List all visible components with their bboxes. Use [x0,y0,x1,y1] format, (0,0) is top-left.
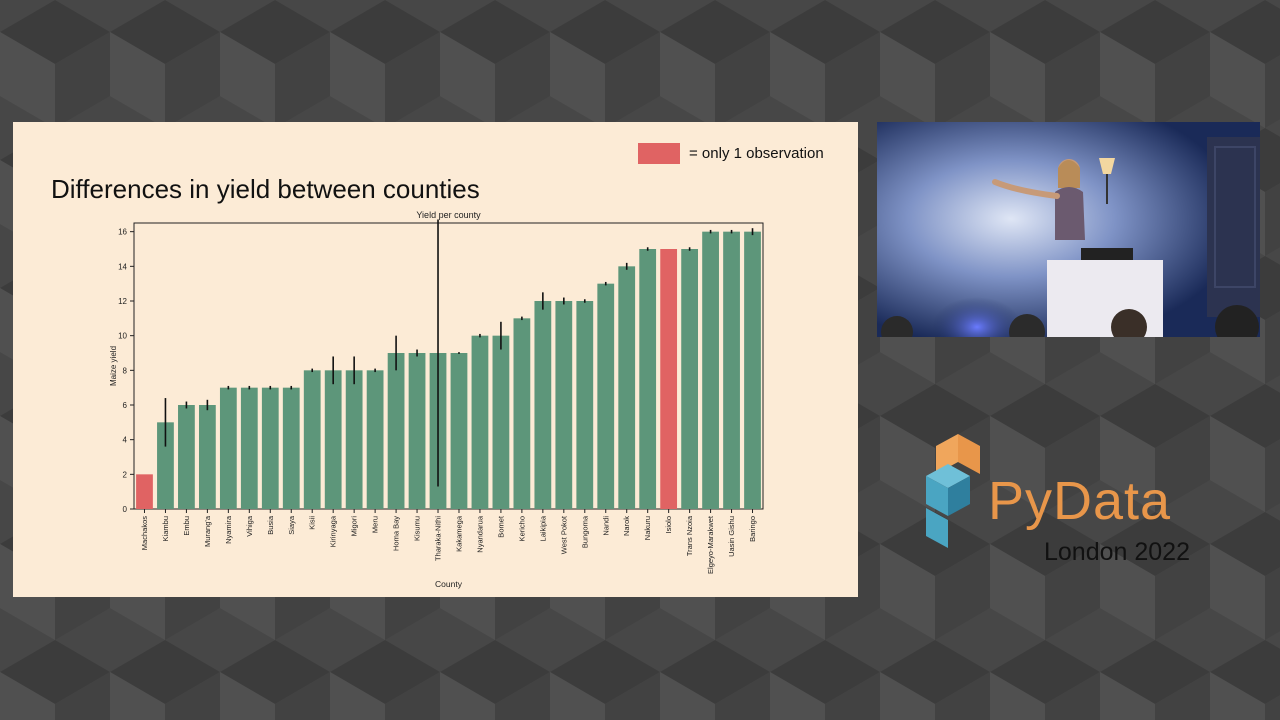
x-tick-label: Kakamega [454,515,463,552]
bar [534,301,552,509]
y-tick-label: 6 [123,401,128,410]
bar [492,335,510,509]
x-tick-label: Bomet [496,515,505,538]
plot-area [133,222,764,510]
x-tick-label: Kisii [308,516,317,530]
bar [639,249,657,509]
y-tick-label: 14 [118,262,127,271]
y-tick-label: 12 [118,297,127,306]
legend-label: = only 1 observation [689,145,824,162]
bar [366,370,384,509]
bar [471,335,489,509]
y-tick-label: 2 [123,470,128,479]
y-tick-label: 0 [123,505,128,514]
x-tick-label: Narok [622,516,631,536]
x-tick-label: Nyamira [224,515,233,544]
bar [408,353,426,509]
y-tick-label: 16 [118,228,127,237]
pydata-logo: PyData London 2022 [922,430,1232,570]
bar [618,266,636,509]
x-tick-label: Embu [182,516,191,536]
bar [157,422,174,509]
x-tick-label: Nakuru [643,516,652,540]
bar [198,405,216,509]
x-tick-label: Tharaka-Nithi [434,516,443,561]
slide-title: Differences in yield between counties [51,174,480,204]
x-tick-label: Elgeyo-Marakwet [706,515,715,574]
yield-bar-chart: Machakos Kiambu Embu Murang'a Nyamira Vihiga B… [109,210,764,589]
x-tick-label: Kiambu [161,516,170,541]
x-tick-label: Meru [371,516,380,533]
x-tick-label: Homa Bay [392,516,401,551]
y-tick-label: 10 [118,332,127,341]
x-tick-label: Kericho [517,516,526,541]
bar [660,249,678,509]
x-tick-label: Laikipia [538,515,547,541]
x-tick-label: Busia [266,515,275,535]
x-tick-label: Murang'a [203,515,212,547]
x-axis-label: County [435,579,463,589]
x-tick-label: Uasin Gishu [727,516,736,557]
x-tick-label: Nyandarua [475,515,484,553]
bar [681,249,699,509]
x-tick-label: Baringo [748,516,757,542]
bar [576,301,594,509]
bar [240,387,258,509]
bar [324,370,342,509]
y-axis-label: Maize yield [109,346,118,386]
x-tick-label: Kirinyaga [329,515,338,547]
legend: = only 1 observation [638,143,824,164]
bar [723,231,740,509]
x-tick-label: Siaya [287,515,296,535]
x-tick-label: Trans Nzoia [685,515,694,556]
bar [345,370,363,509]
x-tick-label: Vihiga [245,515,254,537]
chart-title: Yield per county [416,210,481,220]
x-tick-label: Machakos [140,516,149,550]
x-tick-label: West Pokot [559,515,568,554]
pydata-cube-icon [926,434,980,548]
x-tick-label: Migori [350,516,359,537]
speaker-video-frame [877,122,1260,337]
bar [303,370,321,509]
bar [450,353,468,509]
bar [744,231,761,509]
pydata-wordmark: PyData [988,471,1172,531]
bar [136,474,153,509]
x-tick-label: Kisumu [413,516,422,541]
x-tick-label: Isiolo [664,516,673,534]
y-tick-label: 8 [123,366,128,375]
presentation-slide: Machakos Kiambu Embu Murang'a Nyamira Vihiga B… [13,122,858,597]
bar [261,387,279,509]
bar [513,318,531,509]
legend-swatch-single-observation [638,143,680,164]
y-tick-label: 4 [123,436,128,445]
bar [282,387,300,509]
bar [597,283,615,509]
event-name: London 2022 [1044,538,1190,566]
x-tick-label: Bungoma [580,515,589,548]
bar [219,387,237,509]
bar [555,301,573,509]
bar [702,231,719,509]
bar [178,405,195,509]
speaker-camera-feed [877,122,1260,337]
bar [387,353,405,509]
x-tick-label: Nandi [601,516,610,536]
